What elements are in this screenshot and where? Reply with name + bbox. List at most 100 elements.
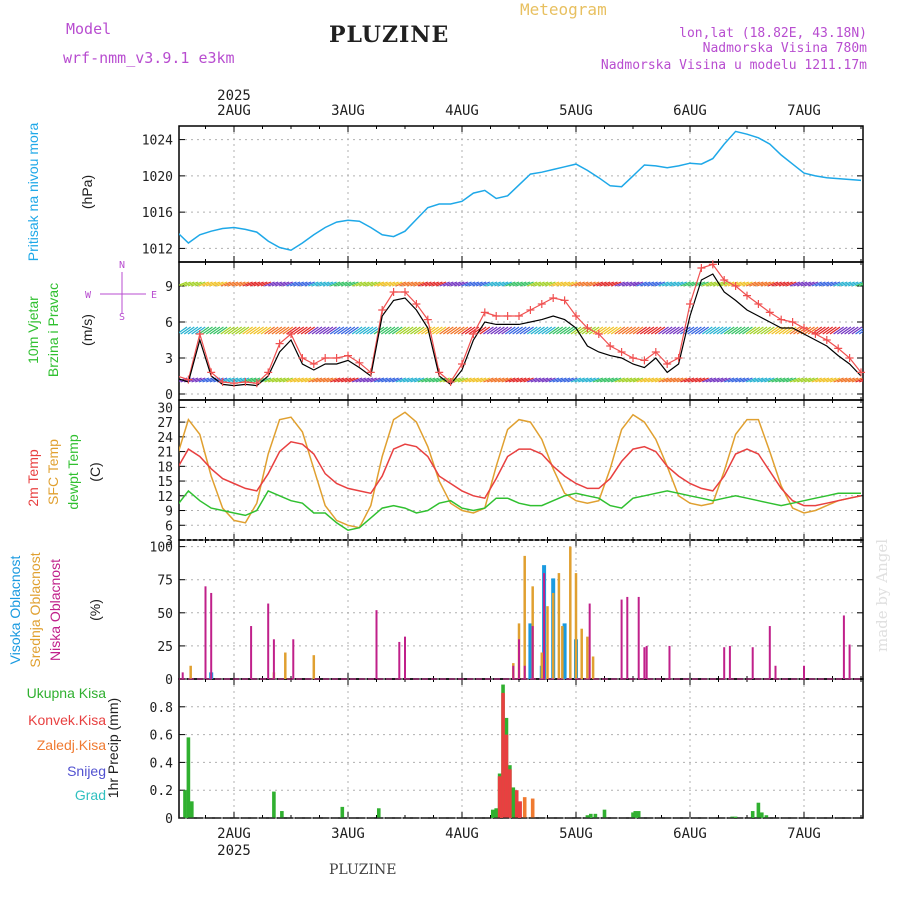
precip-bar	[585, 815, 590, 818]
wind-barb	[523, 281, 534, 287]
cloud-bar	[551, 592, 555, 679]
cloud-ytick-label: 100	[150, 541, 173, 556]
wind-barb	[767, 326, 779, 335]
wind-barb	[359, 326, 370, 335]
wind-barb	[756, 377, 768, 383]
wind-barb	[242, 326, 254, 335]
wind-barb	[782, 377, 793, 383]
wind-barb	[716, 326, 728, 335]
wind-gust-marker	[446, 378, 455, 386]
wind-barb	[818, 326, 830, 335]
wind-barb	[826, 377, 837, 383]
wind-gust-marker	[731, 282, 740, 290]
wind-barb	[625, 281, 636, 287]
wind-barb	[804, 377, 815, 383]
wind-gust-marker	[788, 318, 797, 326]
wind-barb	[676, 281, 687, 287]
wind-barb	[530, 377, 542, 383]
cloud-bar	[272, 639, 275, 679]
wind-barb	[713, 377, 724, 383]
wind-barb	[231, 281, 242, 287]
wind-barb	[333, 326, 345, 335]
wind-barb	[461, 281, 472, 287]
wind-barb	[442, 326, 454, 335]
wind-ylabel: 10m Vjetar	[25, 296, 41, 364]
cloud-bar	[523, 555, 526, 679]
precip-bar	[340, 806, 345, 818]
precip-ytick-label: 0.6	[150, 729, 173, 744]
wind-barb	[848, 281, 859, 287]
wind-barb	[837, 377, 848, 383]
wind-gust-marker	[321, 354, 330, 362]
wind-barb	[198, 326, 210, 335]
wind-gust-marker	[378, 306, 387, 314]
cloud-bar	[189, 665, 192, 679]
precip-legend-item: Zaledj.Kisa	[37, 737, 106, 753]
wind-barb	[596, 377, 607, 383]
wind-barb	[231, 377, 242, 383]
wind-barb	[457, 377, 469, 383]
wind-barb	[512, 377, 523, 383]
wind-barb	[625, 377, 636, 383]
wind-barb	[209, 326, 221, 335]
wind-gust-marker	[777, 315, 786, 324]
wind-barb	[603, 377, 615, 383]
temperature-ytick-label: 12	[157, 490, 173, 505]
cloud-bar	[540, 652, 544, 679]
wind-barb	[319, 281, 330, 287]
model-label: Model	[66, 20, 112, 38]
year-label-top: 2025	[217, 88, 251, 104]
temperature-ytick-label: 9	[165, 505, 173, 520]
compass-w: W	[85, 290, 92, 301]
wind-barb	[424, 377, 436, 383]
wind-gust-marker	[287, 330, 295, 338]
wind-barb	[392, 377, 403, 383]
wind-barb	[665, 377, 677, 383]
temperature-ytick-label: 30	[157, 401, 173, 416]
wind-gust-marker	[230, 379, 238, 388]
wind-barb	[844, 377, 855, 383]
wind-barb	[738, 326, 750, 335]
wind-barb	[771, 377, 782, 383]
wind-barb	[837, 281, 848, 287]
wind-barb	[844, 281, 855, 287]
wind-barb	[851, 281, 863, 287]
wind-barb	[505, 377, 516, 383]
wind-barb	[260, 326, 272, 335]
wind-barb	[191, 281, 202, 287]
wind-barb	[351, 326, 363, 335]
wind-barb	[537, 377, 549, 383]
wind-barb	[570, 326, 582, 335]
wind-barb	[275, 326, 286, 335]
wind-barb	[789, 281, 801, 287]
pressure-panel	[178, 125, 864, 263]
wind-barb	[319, 377, 330, 383]
precip-bar	[504, 734, 509, 818]
wind-barb	[563, 377, 574, 383]
wind-barb	[435, 281, 447, 287]
wind-barb	[614, 326, 626, 335]
wind-barb	[297, 377, 308, 383]
cloud-bar	[250, 626, 253, 679]
wind-barb	[202, 281, 213, 287]
meteogram-label: Meteogram	[520, 0, 607, 19]
wind-gust-marker	[743, 291, 751, 300]
precip-bar	[593, 813, 598, 818]
wind-barb	[592, 377, 604, 383]
cloud-frame	[178, 539, 864, 680]
wind-gust-marker	[560, 296, 569, 305]
wind-barb	[326, 326, 337, 335]
wind-barb	[395, 326, 407, 335]
wind-barb	[381, 281, 392, 287]
wind-barb	[669, 326, 680, 335]
wind-barb	[286, 377, 297, 383]
temperature-ytick-label: 21	[157, 446, 173, 461]
wind-barb	[515, 326, 527, 335]
wind-barb	[552, 326, 564, 335]
wind-barb	[603, 326, 615, 335]
wind-barb	[282, 377, 294, 383]
pressure-line	[179, 130, 862, 252]
wind-gust-marker	[572, 312, 580, 320]
wind-barb	[326, 281, 337, 287]
cloud-bar	[626, 596, 629, 679]
